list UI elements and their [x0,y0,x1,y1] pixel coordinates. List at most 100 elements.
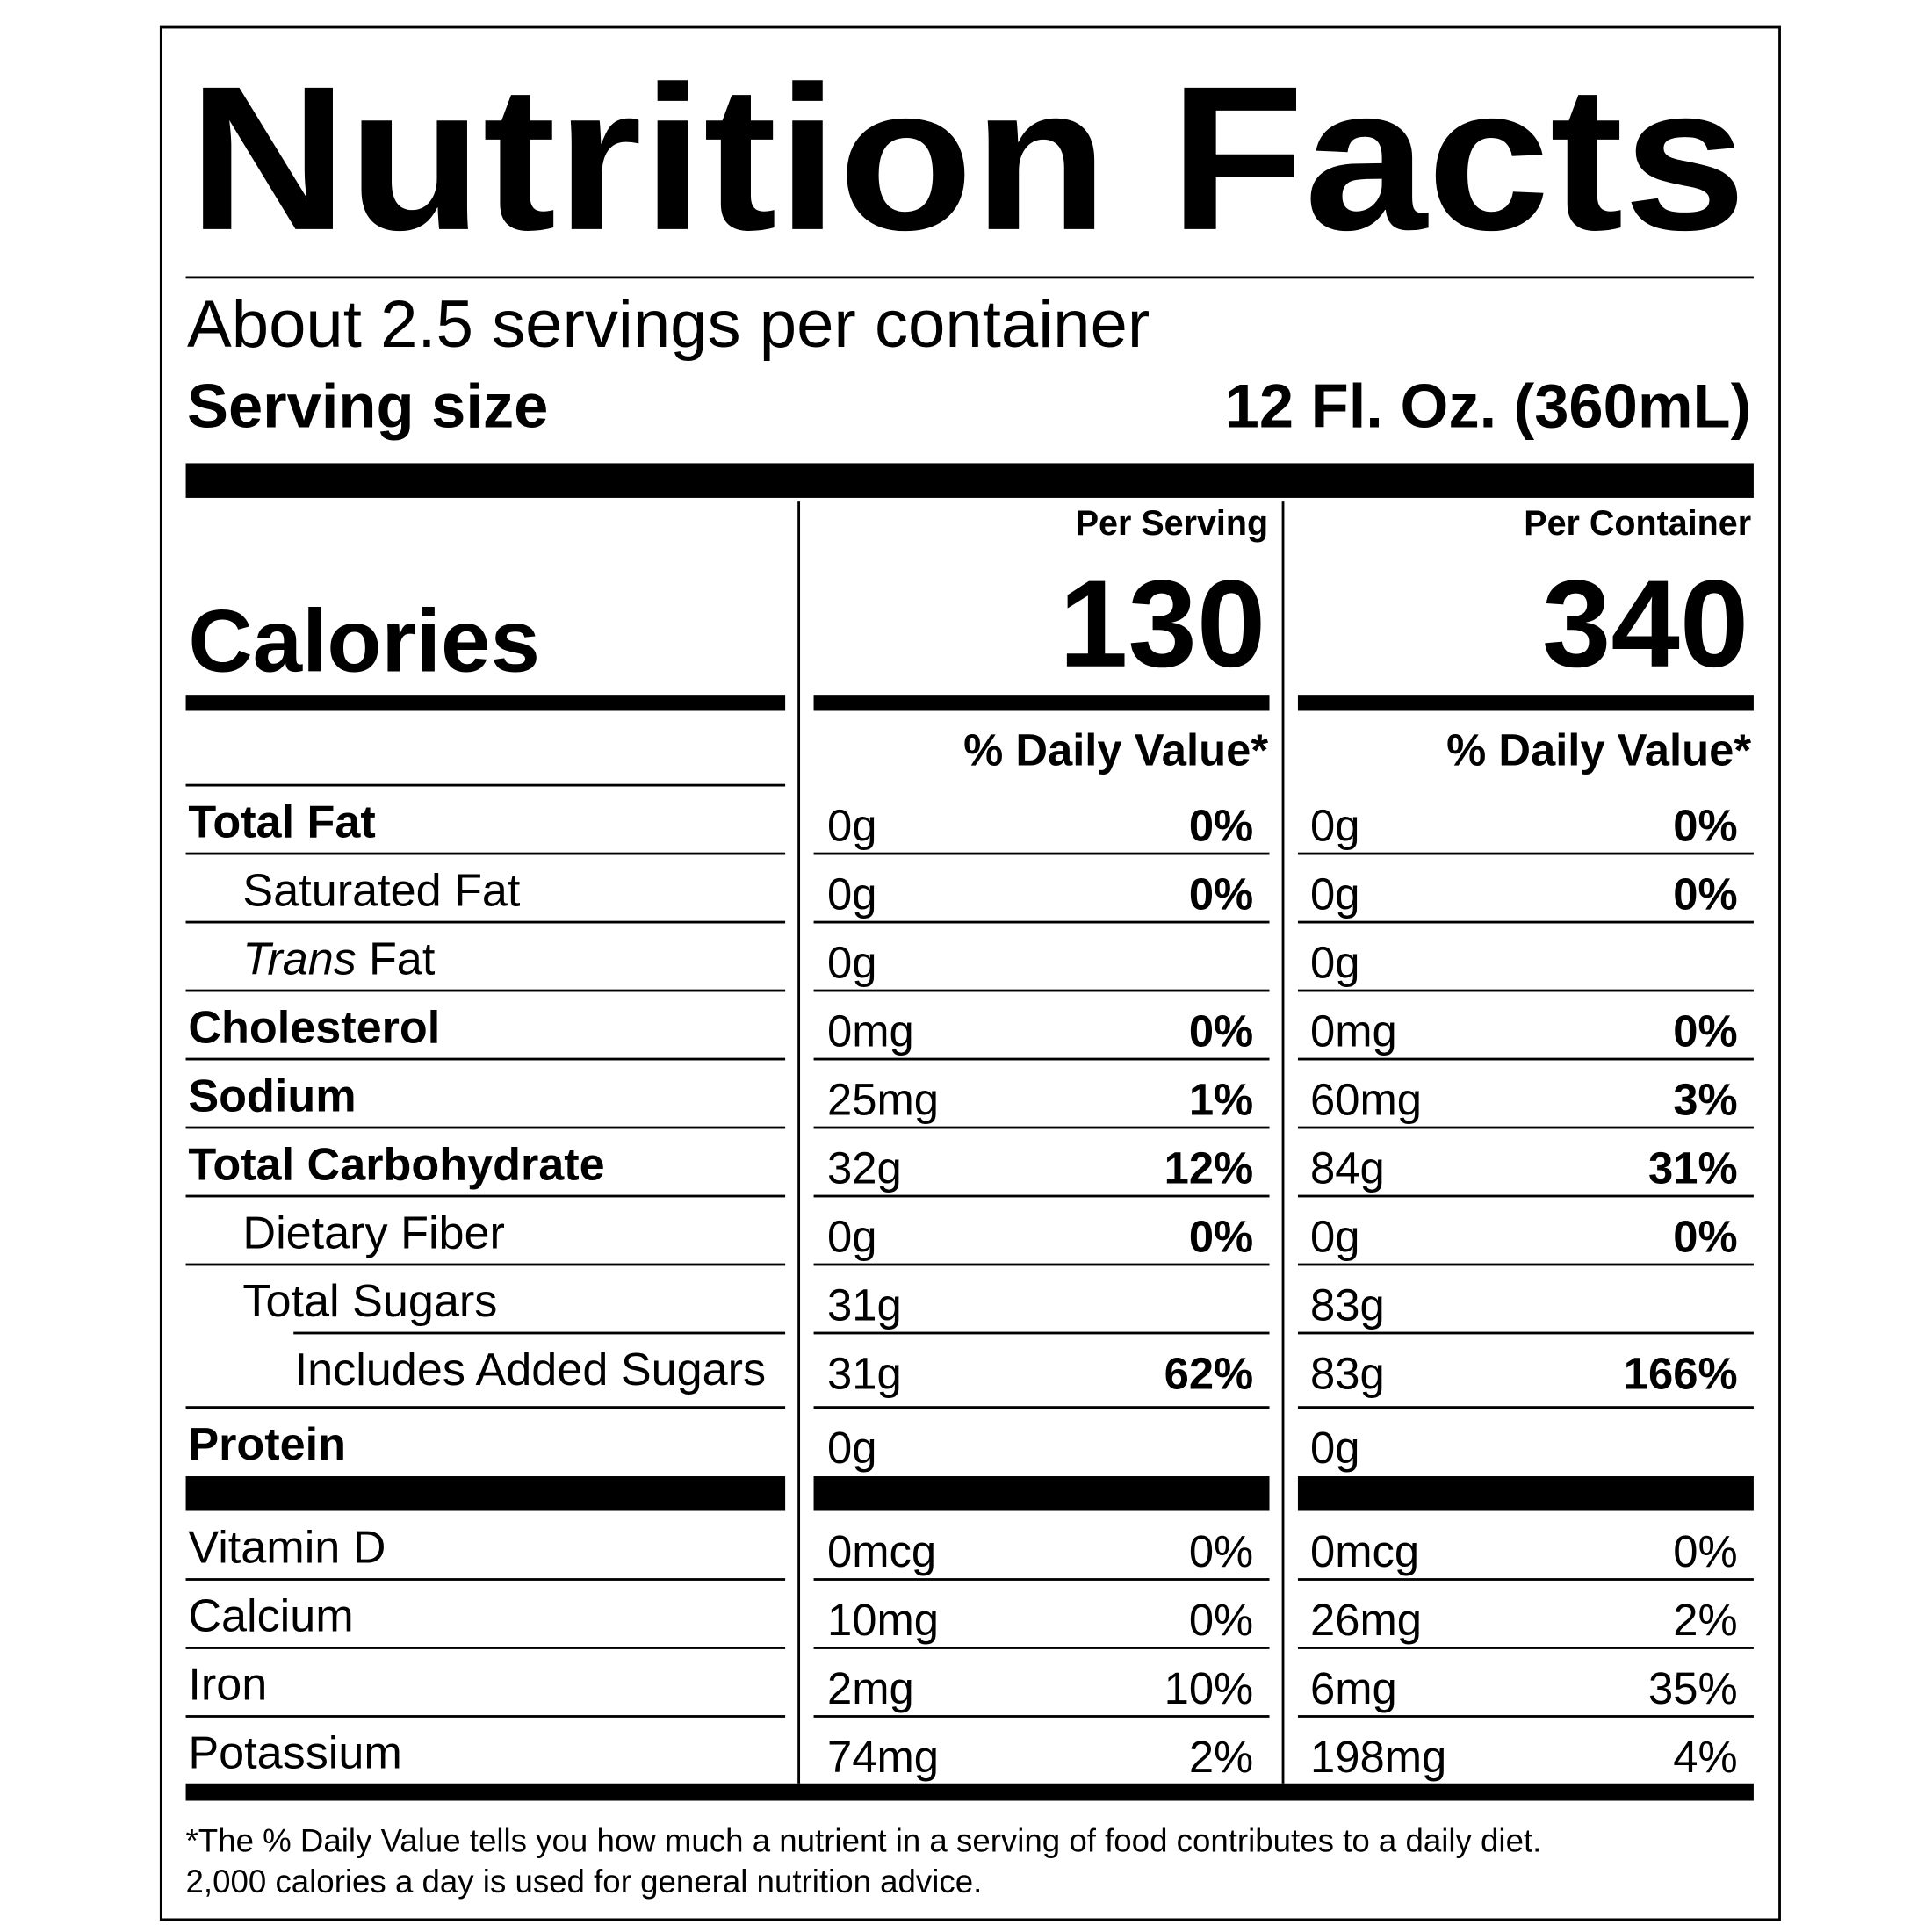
daily-value: 3% [1673,1075,1737,1125]
nutrient-name: Trans Fat [242,934,435,984]
nutrient-name: Dietary Fiber [242,1208,505,1258]
amount: 0g [827,869,876,919]
nutrient-name-text: Calcium [188,1591,353,1642]
nutrient-name: Total Sugars [242,1276,497,1327]
nutrient-name-text: Potassium [188,1728,402,1779]
column-divider [1281,501,1285,1784]
amount: 0g [1310,1211,1359,1261]
amount: 31g [827,1280,902,1330]
servings: About 2.5 servings per container [187,287,1150,362]
amount: 0g [1310,938,1359,988]
bar [813,695,1270,711]
column-header: Per Container [1524,504,1751,543]
rule [1297,1057,1754,1061]
daily-value-header: % Daily Value* [1446,725,1751,775]
rule [185,783,786,787]
amount: 25mg [827,1075,939,1125]
daily-value: 10% [1164,1663,1254,1713]
rule [185,920,786,924]
amount: 2mg [827,1663,914,1713]
daily-value: 0% [1673,1006,1737,1056]
nutrient-name: Total Carbohydrate [188,1139,604,1190]
amount: 0mg [1310,1006,1397,1056]
daily-value: 4% [1673,1732,1737,1782]
nutrient-name-text: Cholesterol [188,1002,440,1053]
rule [1297,1194,1754,1198]
nutrient-name: Includes Added Sugars [295,1344,766,1395]
nutrient-name-italic: Trans [242,934,356,984]
rule [185,852,786,855]
amount: 0mcg [1310,1526,1419,1576]
amount: 0g [827,938,876,988]
daily-value: 0% [1673,1526,1737,1576]
column-header: Per Serving [1076,504,1268,543]
amount: 6mg [1310,1663,1397,1713]
amount: 31g [827,1348,902,1398]
amount: 60mg [1310,1075,1422,1125]
nutrient-name: Protein [188,1419,346,1470]
amount: 0g [827,1211,876,1261]
rule [1297,920,1754,924]
amount: 84g [1310,1143,1385,1193]
nutrient-name-text: Includes Added Sugars [295,1344,766,1395]
nutrient-name: Sodium [188,1071,356,1121]
daily-value: 31% [1648,1143,1738,1193]
rule [813,1057,1270,1061]
rule [1297,1406,1754,1409]
nutrient-name: Cholesterol [188,1002,440,1053]
serving-size-value: 12 Fl. Oz. (360mL) [1225,371,1751,441]
daily-value: 0% [1673,801,1737,851]
daily-value: 166% [1624,1348,1738,1398]
rule [1297,989,1754,992]
nutrient-name-rest: Fat [369,934,436,984]
rule [813,1263,1270,1266]
rule [185,1057,786,1061]
amount: 0g [827,801,876,851]
nutrient-name-text: Iron [188,1660,267,1711]
amount: 0g [1310,801,1359,851]
amount: 32g [827,1143,902,1193]
rule [1297,1647,1754,1649]
thick-bar [185,1476,786,1511]
column-divider [797,501,801,1784]
nutrient-name-text: Total Sugars [242,1276,497,1327]
rule [813,1715,1270,1718]
daily-value: 0% [1189,1211,1253,1261]
daily-value: 0% [1189,1526,1253,1576]
daily-value: 0% [1673,1211,1737,1261]
daily-value-header: % Daily Value* [963,725,1268,775]
amount: 0mcg [827,1526,936,1576]
rule [1297,1126,1754,1129]
nutrient-name: Total Fat [188,797,375,847]
footnote: *The % Daily Value tells you how much a … [186,1822,1542,1858]
rule [185,989,786,992]
nutrient-name: Saturated Fat [242,865,521,916]
rule [185,276,1754,279]
daily-value: 35% [1648,1663,1738,1713]
nutrient-name-text: Total Carbohydrate [188,1139,604,1190]
daily-value: 2% [1673,1595,1737,1645]
daily-value: 0% [1189,1595,1253,1645]
rule [185,1126,786,1129]
amount: 198mg [1310,1732,1446,1782]
daily-value: 0% [1189,1006,1253,1056]
thick-bar [813,1476,1270,1511]
daily-value: 0% [1189,869,1253,919]
daily-value: 2% [1189,1732,1253,1782]
nutrient-name: Calcium [188,1591,353,1642]
amount: 74mg [827,1732,939,1782]
amount: 0mg [827,1006,914,1056]
rule [813,1647,1270,1649]
daily-value: 12% [1164,1143,1254,1193]
rule [1297,1263,1754,1266]
rule [185,1194,786,1198]
amount: 0g [1310,869,1359,919]
amount: 0g [1310,1423,1359,1473]
amount: 83g [1310,1280,1385,1330]
daily-value: 62% [1164,1348,1254,1398]
rule [813,1194,1270,1198]
nutrient-name-text: Dietary Fiber [242,1208,505,1258]
rule [1297,1331,1754,1335]
rule [813,989,1270,992]
